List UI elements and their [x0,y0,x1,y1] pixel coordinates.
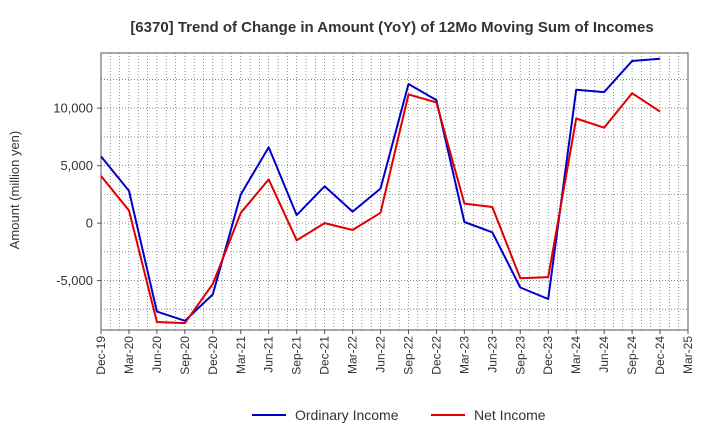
x-tick-label: Dec-19 [94,336,108,375]
x-tick-label: Jun-21 [262,336,276,373]
chart-title: [6370] Trend of Change in Amount (YoY) o… [130,19,653,36]
x-tick-label: Sep-22 [401,336,415,375]
x-tick-label: Dec-24 [653,336,667,375]
x-tick-label: Dec-23 [541,336,555,375]
x-tick-label: Sep-21 [290,336,304,375]
x-tick-label: Dec-21 [318,336,332,375]
series-line-net-income [100,92,661,325]
y-tick-label: 0 [86,216,93,231]
x-tick-label: Jun-24 [597,336,611,373]
series-lines [100,57,661,325]
grid [101,53,688,330]
x-tick-label: Sep-23 [513,336,527,375]
x-tick-label: Mar-21 [234,336,248,374]
x-tick-label: Jun-22 [374,336,388,373]
x-tick-label: Jun-20 [150,336,164,373]
x-tick-label: Mar-24 [569,336,583,374]
x-tick-label: Sep-20 [178,336,192,375]
plot-border [100,52,689,331]
series-line-ordinary-income [100,57,661,322]
x-tick-label: Jun-23 [485,336,499,373]
legend: Ordinary Income Net Income [252,407,546,423]
legend-label: Net Income [474,407,546,423]
x-tick-label: Mar-22 [346,336,360,374]
x-tick-label: Mar-25 [681,336,695,374]
y-axis-label: Amount (million yen) [7,131,22,250]
x-tick-label: Mar-23 [457,336,471,374]
x-tick-label: Dec-20 [206,336,220,375]
y-tick-label: 10,000 [53,101,93,116]
plot-area [101,53,688,330]
x-tick-label: Sep-24 [625,336,639,375]
y-tick-label: 5,000 [60,158,93,173]
y-tick-label: -5,000 [56,273,93,288]
axes: -5,000 0 5,000 10,000 Dec-19 Mar-20 Jun-20 Sep-… [53,52,695,375]
legend-label: Ordinary Income [295,407,399,423]
x-tick-label: Dec-22 [429,336,443,375]
x-tick-label: Mar-20 [122,336,136,374]
